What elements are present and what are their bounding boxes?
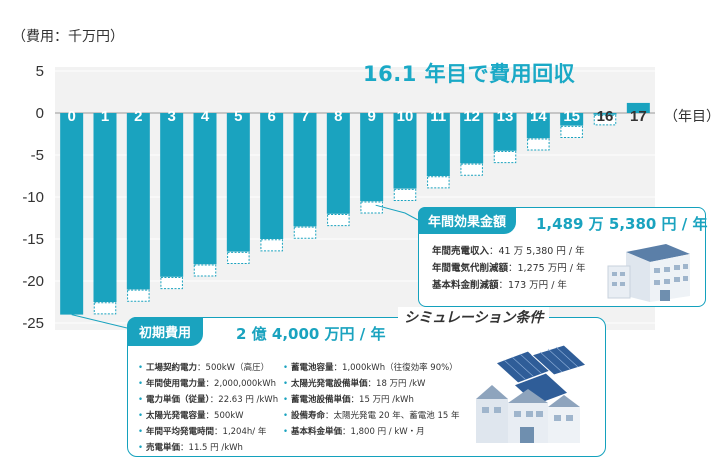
- category-label: 7: [301, 108, 309, 125]
- conditions-title: シミュレーション条件: [398, 307, 550, 327]
- y-tick-label: -15: [22, 231, 44, 248]
- bar: [560, 113, 584, 126]
- category-label: 11: [430, 108, 446, 125]
- condition-item: • 設備寿命：太陽光発電 20 年、蓄電池 15 年: [283, 411, 460, 421]
- annual-gain-segment: [327, 214, 350, 227]
- condition-item: • 年間平均発電時間：1,204h/ 年: [138, 427, 267, 437]
- annual-gain-segment: [227, 251, 250, 264]
- category-label: 13: [497, 108, 514, 125]
- effect-line: 基本料金削減額：173 万円 / 年: [432, 280, 567, 291]
- annual-gain-segment: [460, 163, 483, 176]
- category-label: 12: [463, 108, 480, 125]
- initial-cost-tag: 初期費用: [127, 317, 204, 346]
- category-label: 3: [167, 108, 175, 125]
- bar: [593, 113, 617, 115]
- annual-gain-segment: [260, 239, 283, 252]
- bar: [93, 113, 117, 302]
- annual-effect-tag: 年間効果金額: [418, 207, 517, 234]
- y-tick-label: 5: [36, 63, 44, 80]
- bar: [160, 113, 184, 277]
- annual-gain-segment: [193, 264, 217, 277]
- effect-line: 年間売電収入：41 万 5,380 円 / 年: [432, 246, 585, 257]
- condition-item: • 蓄電池容量：1,000kWh（往復効率 90%）: [283, 363, 458, 373]
- condition-item: • 基本料金単価：1,800 円 / kW・月: [283, 427, 425, 437]
- y-tick-label: -5: [31, 147, 44, 164]
- condition-item: • 電力単価（従量）：22.63 円 /kWh: [138, 395, 279, 405]
- annual-gain-segment: [360, 201, 383, 214]
- annual-gain-segment: [493, 151, 517, 164]
- initial-cost-total: 2 億 4,000 万円 / 年: [236, 325, 386, 343]
- effect-leader-line: [375, 204, 419, 221]
- bar: [293, 113, 317, 227]
- factory-illustration-small: [607, 244, 690, 302]
- x-axis-label: （年目）: [664, 109, 720, 125]
- category-label: 17: [630, 108, 647, 125]
- annual-gain-segment: [160, 277, 183, 290]
- category-label: 16: [597, 108, 614, 125]
- category-label: 2: [134, 108, 142, 125]
- category-label: 14: [530, 108, 547, 125]
- solar-factory-illustration: [476, 345, 587, 443]
- category-label: 15: [563, 108, 580, 125]
- bar: [226, 113, 250, 252]
- condition-item: • 年間使用電力量：2,000,000kWh: [138, 379, 277, 389]
- bar: [360, 113, 384, 202]
- annual-gain-segment: [427, 176, 450, 189]
- bar: [393, 113, 417, 189]
- y-tick-label: -20: [22, 273, 44, 290]
- category-label: 1: [101, 108, 109, 125]
- annual-gain-segment: [560, 125, 583, 138]
- bar: [60, 113, 84, 315]
- category-label: 9: [367, 108, 375, 125]
- cost-leader-line: [71, 314, 128, 329]
- condition-item: • 蓄電池設備単価：15 万円 /kWh: [283, 395, 414, 405]
- category-label: 6: [267, 108, 275, 125]
- annual-effect-total: 1,489 万 5,380 円 / 年: [536, 215, 708, 233]
- y-tick-label: 0: [36, 105, 44, 122]
- annual-gain-segment: [393, 188, 417, 201]
- category-label: 4: [201, 108, 210, 125]
- category-label: 10: [397, 108, 414, 125]
- condition-item: • 太陽光発電容量：500kW: [138, 411, 244, 421]
- bar: [326, 113, 350, 214]
- condition-item: • 工場契約電力：500kW（高圧）: [138, 363, 270, 373]
- bar: [626, 102, 650, 113]
- bar: [460, 113, 484, 164]
- condition-item: • 太陽光発電設備単価：18 万円 /kW: [283, 379, 426, 389]
- payback-annotation: 16.1 年目で費用回収: [363, 62, 576, 86]
- category-label: 0: [67, 108, 75, 125]
- annual-gain-segment: [527, 138, 550, 151]
- effect-line: 年間電気代削減額：1,275 万円 / 年: [432, 263, 586, 274]
- category-label: 8: [334, 108, 342, 125]
- category-label: 5: [234, 108, 242, 125]
- bar: [126, 113, 150, 290]
- unit-label: （費用：千万円）: [12, 29, 124, 45]
- y-tick-label: -10: [22, 189, 44, 206]
- y-tick-label: -25: [22, 315, 44, 332]
- bar: [526, 113, 550, 139]
- annual-gain-segment: [293, 226, 317, 239]
- annual-gain-segment: [593, 114, 617, 126]
- bar: [260, 113, 284, 239]
- bar: [193, 113, 217, 265]
- condition-item: • 売電単価：11.5 円 /kWh: [138, 443, 243, 453]
- annual-gain-segment: [127, 289, 150, 302]
- bar: [426, 113, 450, 176]
- bar: [493, 113, 517, 151]
- annual-gain-segment: [93, 302, 117, 315]
